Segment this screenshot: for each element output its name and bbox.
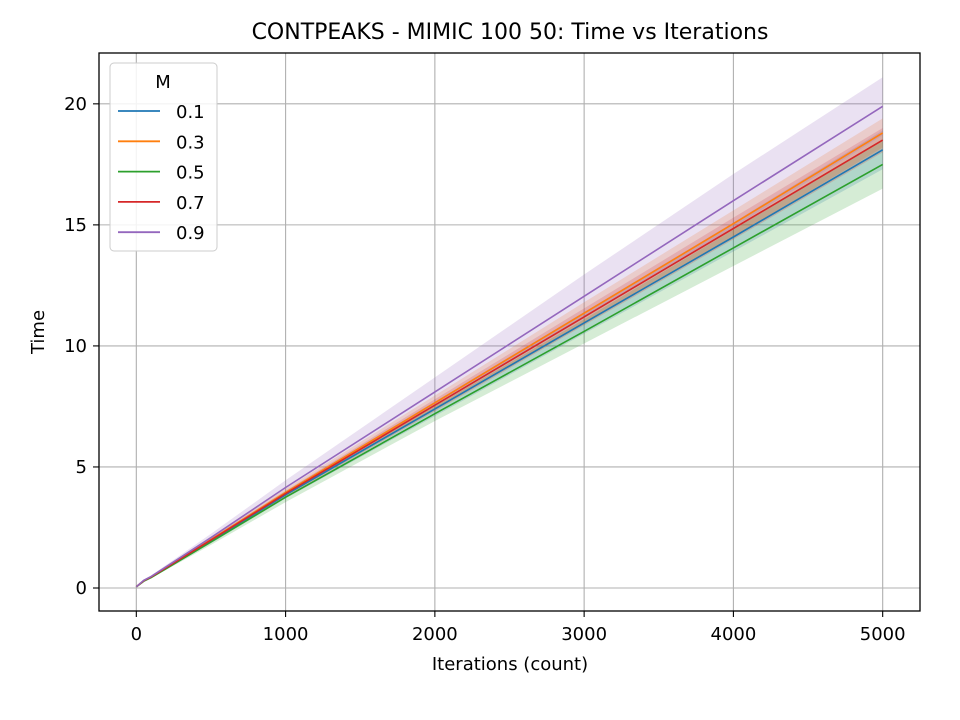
y-tick-label: 0 — [76, 578, 87, 599]
confidence-band-0.5 — [136, 140, 883, 587]
x-axis-label: Iterations (count) — [432, 654, 588, 675]
legend-items: 0.1 0.3 0.5 0.7 0.9 — [118, 102, 205, 244]
y-axis: 0 5 10 15 20 — [64, 94, 99, 599]
legend-title: M — [155, 72, 171, 93]
x-tick-label: 4000 — [711, 624, 757, 645]
x-tick-label: 5000 — [860, 624, 906, 645]
legend-label: 0.7 — [176, 193, 205, 214]
plot-frame — [98, 52, 921, 612]
y-tick-label: 20 — [64, 94, 87, 115]
legend-label: 0.1 — [176, 102, 205, 123]
x-tick-label: 3000 — [561, 624, 607, 645]
x-axis: 0 1000 2000 3000 4000 5000 — [131, 611, 906, 645]
chart-title: CONTPEAKS - MIMIC 100 50: Time vs Iterat… — [252, 20, 769, 45]
y-tick-label: 15 — [64, 215, 87, 236]
y-tick-label: 5 — [76, 457, 87, 478]
y-axis-label: Time — [28, 310, 49, 355]
series-line-0.9 — [135, 105, 884, 588]
legend-label: 0.5 — [176, 163, 205, 184]
y-tick-label: 10 — [64, 336, 87, 357]
confidence-band-0.9 — [136, 77, 883, 587]
legend-box — [109, 62, 218, 252]
x-tick-label: 2000 — [412, 624, 458, 645]
grid-lines — [99, 53, 920, 611]
legend: M 0.1 0.3 0.5 0.7 0.9 — [109, 62, 218, 252]
legend-label: 0.3 — [176, 132, 205, 153]
legend-label: 0.9 — [176, 223, 205, 244]
x-tick-label: 0 — [131, 624, 142, 645]
series-lines — [135, 105, 884, 588]
x-tick-label: 1000 — [263, 624, 309, 645]
